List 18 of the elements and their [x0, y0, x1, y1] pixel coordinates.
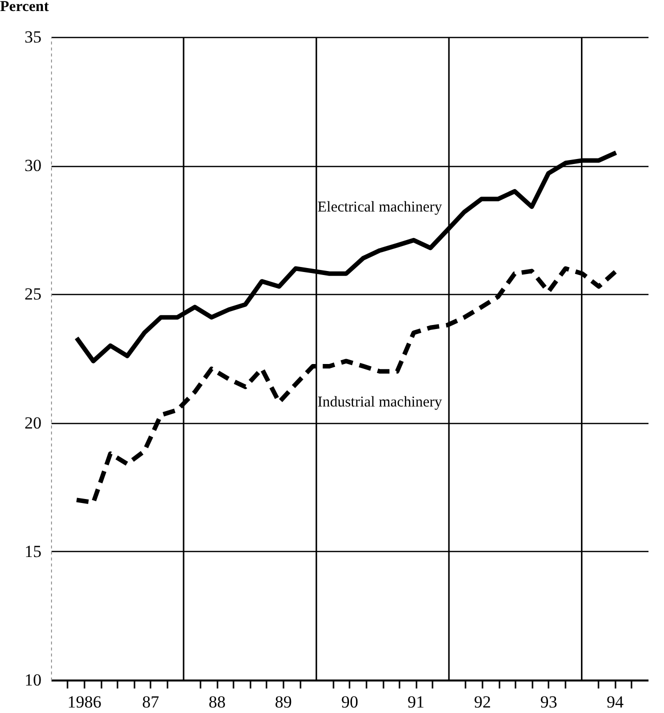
series-label: Industrial machinery [317, 394, 443, 410]
series-label: Electrical machinery [317, 199, 442, 216]
y-tick-label: 35 [24, 28, 42, 46]
x-tick-label: 87 [142, 692, 160, 712]
y-tick-label: 30 [24, 156, 42, 176]
y-tick-label: 20 [24, 413, 42, 432]
x-tick-label: 90 [341, 692, 358, 712]
x-tick-label: 94 [606, 692, 624, 712]
y-tick-label: 10 [24, 670, 42, 690]
y-tick-label: 15 [24, 542, 42, 561]
y-axis-title: Percent [0, 0, 49, 15]
x-tick-label: 92 [474, 692, 491, 712]
y-tick-label: 25 [24, 284, 42, 304]
x-tick-label: 93 [540, 692, 558, 712]
x-tick-label: 88 [208, 692, 226, 712]
x-tick-label: 91 [408, 692, 425, 712]
x-tick-label: 1986 [67, 692, 102, 712]
x-tick-label: 89 [274, 692, 292, 712]
